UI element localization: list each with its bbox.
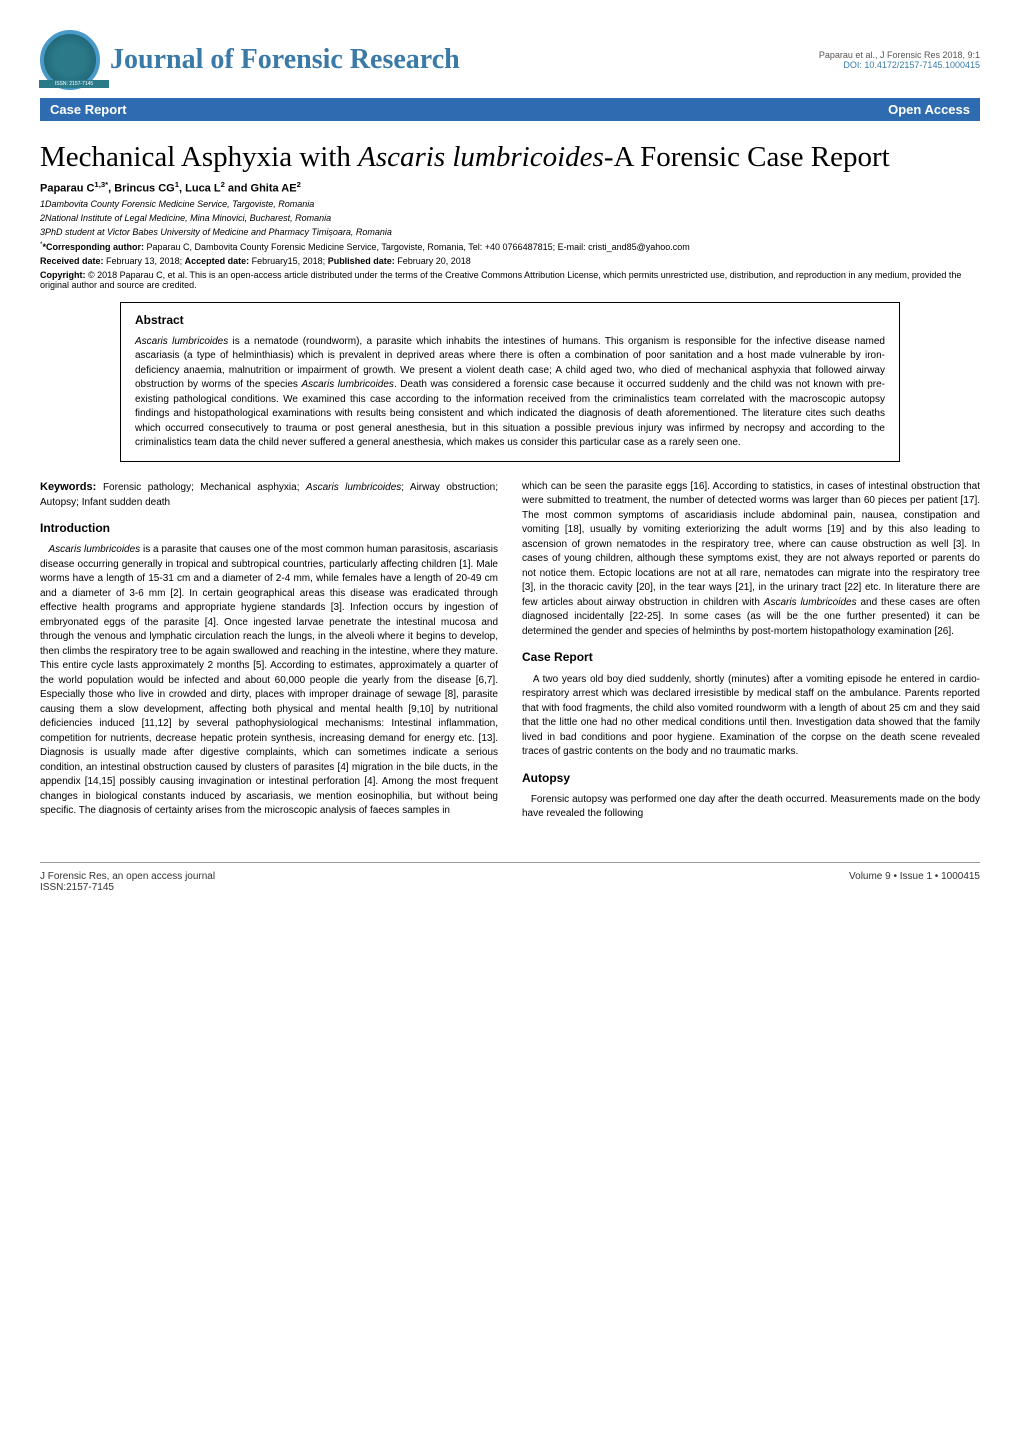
intro-paragraph: Ascaris lumbricoides is a parasite that … [40, 543, 498, 819]
copyright-label: Copyright: [40, 270, 88, 280]
author-2: , Brincus CG [108, 183, 175, 195]
citation-text: Paparau et al., J Forensic Res 2018, 9:1 [819, 50, 980, 60]
page-footer: J Forensic Res, an open access journal I… [40, 862, 980, 893]
copyright-line: Copyright: © 2018 Paparau C, et al. This… [40, 270, 980, 290]
footer-right: Volume 9 • Issue 1 • 1000415 [849, 871, 980, 893]
abstract-italic-1: Ascaris lumbricoides [135, 336, 228, 347]
affiliation-2: 2National Institute of Legal Medicine, M… [40, 213, 980, 223]
column-right: which can be seen the parasite eggs [16]… [522, 480, 980, 822]
dates-line: Received date: February 13, 2018; Accept… [40, 256, 980, 266]
corr-text: Paparau C, Dambovita County Forensic Med… [146, 242, 689, 252]
column-left: Keywords: Forensic pathology; Mechanical… [40, 480, 498, 822]
authors-line: Paparau C1,3*, Brincus CG1, Luca L2 and … [40, 180, 980, 195]
journal-badge-icon [40, 30, 100, 90]
abstract-italic-2: Ascaris lumbricoides [301, 379, 393, 390]
author-1: Paparau C [40, 183, 94, 195]
article-type-bar: Case Report Open Access [40, 98, 980, 121]
keywords-italic: Ascaris lumbricoides [306, 482, 401, 493]
autopsy-heading: Autopsy [522, 770, 980, 787]
bar-right-label: Open Access [888, 102, 970, 117]
received-date: February 13, 2018; [106, 256, 185, 266]
footer-issn: ISSN:2157-7145 [40, 882, 215, 893]
doi-link[interactable]: DOI: 10.4172/2157-7145.1000415 [819, 60, 980, 70]
keywords-label: Keywords: [40, 481, 103, 493]
journal-logo-block: Journal of Forensic Research [40, 30, 460, 90]
col2-continuation: which can be seen the parasite eggs [16]… [522, 480, 980, 640]
published-date: February 20, 2018 [397, 256, 471, 266]
article-title: Mechanical Asphyxia with Ascaris lumbric… [40, 141, 980, 174]
citation-block: Paparau et al., J Forensic Res 2018, 9:1… [819, 50, 980, 70]
intro-heading: Introduction [40, 520, 498, 537]
title-italic: Ascaris lumbricoides [358, 141, 604, 173]
affiliation-1: 1Dambovita County Forensic Medicine Serv… [40, 199, 980, 209]
abstract-heading: Abstract [135, 313, 885, 327]
keywords-pre: Forensic pathology; Mechanical asphyxia; [103, 482, 306, 493]
page-header: Journal of Forensic Research Paparau et … [40, 30, 980, 90]
accepted-date: February15, 2018; [252, 256, 328, 266]
journal-name: Journal of Forensic Research [110, 44, 460, 76]
accepted-label: Accepted date: [185, 256, 252, 266]
title-post: -A Forensic Case Report [604, 141, 890, 173]
corr-label: *Corresponding author: [42, 242, 146, 252]
abstract-text: Ascaris lumbricoides is a nematode (roun… [135, 335, 885, 451]
author-1-sup: 1,3* [94, 180, 108, 189]
bar-left-label: Case Report [50, 102, 127, 117]
intro-italic: Ascaris lumbricoides [48, 544, 140, 555]
abstract-box: Abstract Ascaris lumbricoides is a nemat… [120, 302, 900, 462]
affiliation-3: 3PhD student at Victor Babes University … [40, 227, 980, 237]
corresponding-author: **Corresponding author: Paparau C, Dambo… [40, 241, 980, 252]
copyright-text: © 2018 Paparau C, et al. This is an open… [40, 270, 961, 290]
case-text: A two years old boy died suddenly, short… [522, 674, 980, 758]
autopsy-body: Forensic autopsy was performed one day a… [522, 794, 980, 820]
published-label: Published date: [328, 256, 398, 266]
case-report-text: A two years old boy died suddenly, short… [522, 673, 980, 760]
body-columns: Keywords: Forensic pathology; Mechanical… [40, 480, 980, 822]
author-4-sup: 2 [297, 180, 301, 189]
footer-journal: J Forensic Res, an open access journal [40, 871, 215, 882]
author-3: , Luca L [179, 183, 221, 195]
col2-pre: which can be seen the parasite eggs [16]… [522, 481, 980, 608]
autopsy-text: Forensic autopsy was performed one day a… [522, 793, 980, 822]
title-pre: Mechanical Asphyxia with [40, 141, 358, 173]
case-report-heading: Case Report [522, 649, 980, 666]
received-label: Received date: [40, 256, 106, 266]
col2-italic: Ascaris lumbricoides [764, 597, 857, 608]
keywords-line: Keywords: Forensic pathology; Mechanical… [40, 480, 498, 510]
intro-text: is a parasite that causes one of the mos… [40, 544, 498, 816]
footer-left: J Forensic Res, an open access journal I… [40, 871, 215, 893]
author-4: and Ghita AE [225, 183, 297, 195]
